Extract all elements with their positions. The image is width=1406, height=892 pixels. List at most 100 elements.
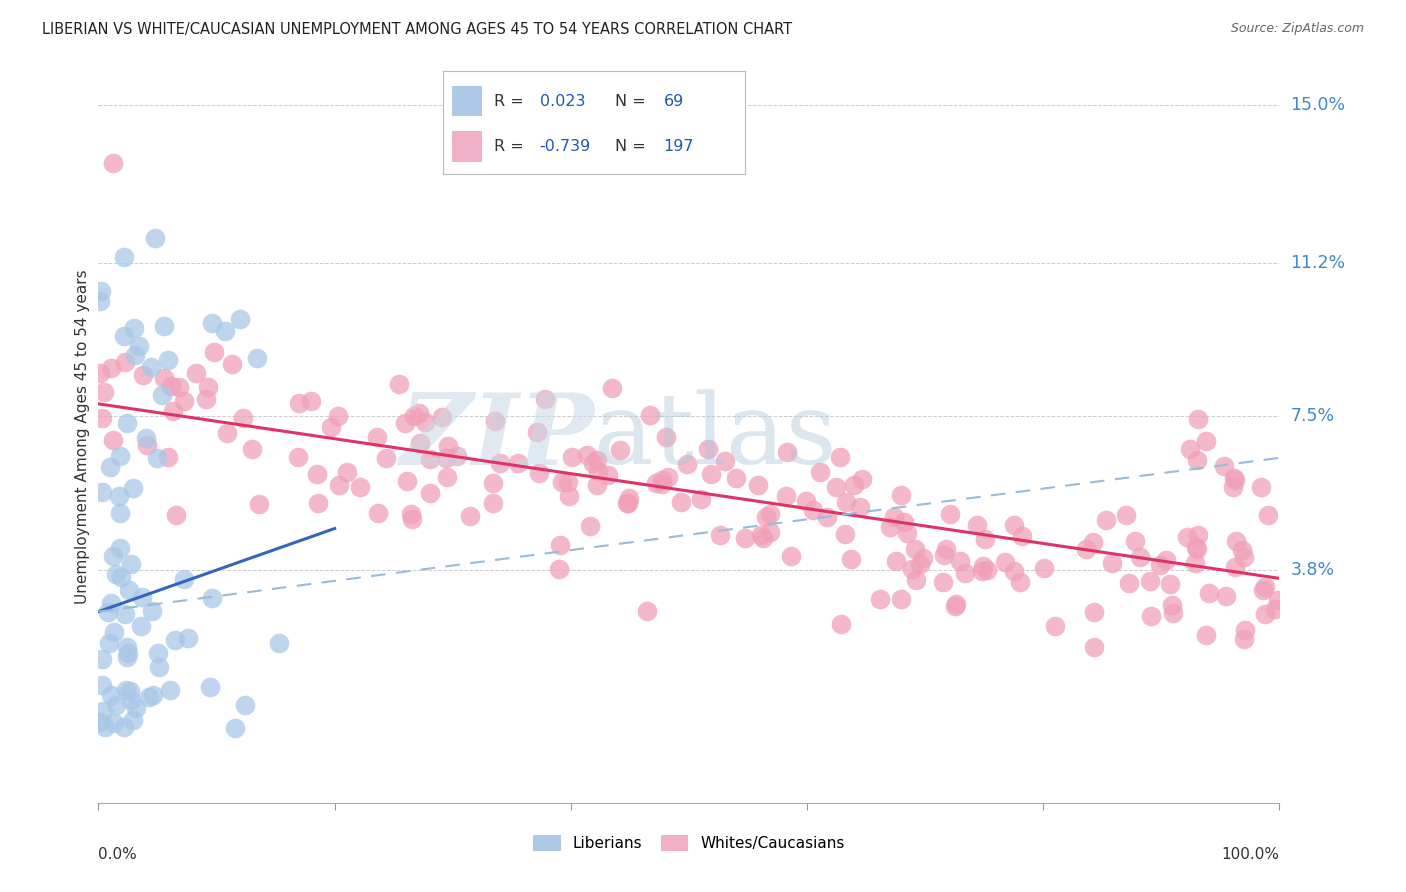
Point bbox=[1123, 534, 1146, 549]
Point bbox=[287, 450, 309, 464]
Point bbox=[484, 414, 506, 428]
Point bbox=[197, 380, 219, 394]
Point bbox=[617, 496, 640, 510]
Point bbox=[143, 231, 166, 245]
Point bbox=[374, 450, 396, 465]
Point bbox=[131, 591, 153, 605]
Point bbox=[972, 564, 994, 578]
Point bbox=[638, 408, 661, 422]
Point bbox=[506, 456, 529, 470]
Legend: Liberians, Whites/Caucasians: Liberians, Whites/Caucasians bbox=[527, 829, 851, 857]
Point bbox=[419, 451, 441, 466]
Point bbox=[815, 509, 838, 524]
Point bbox=[201, 591, 224, 606]
Point bbox=[869, 591, 891, 606]
Point bbox=[184, 367, 207, 381]
Point bbox=[1032, 561, 1054, 575]
Point bbox=[97, 606, 120, 620]
Point bbox=[93, 384, 115, 399]
Point bbox=[709, 528, 731, 542]
Point bbox=[132, 368, 155, 383]
Point bbox=[90, 284, 112, 298]
Point bbox=[558, 489, 581, 503]
Point bbox=[945, 597, 967, 611]
Point bbox=[966, 518, 988, 533]
Point bbox=[1011, 529, 1033, 543]
Point bbox=[600, 381, 623, 395]
Point bbox=[460, 509, 482, 524]
Point bbox=[533, 392, 555, 407]
Point bbox=[408, 406, 430, 420]
Point bbox=[1002, 564, 1025, 578]
Point bbox=[120, 693, 142, 707]
Point bbox=[758, 525, 780, 540]
Point bbox=[110, 569, 132, 583]
Point bbox=[446, 450, 468, 464]
Point bbox=[529, 466, 551, 480]
Point bbox=[419, 485, 441, 500]
Point bbox=[585, 478, 607, 492]
Point bbox=[755, 509, 778, 524]
Point bbox=[1194, 627, 1216, 641]
Point bbox=[141, 604, 163, 618]
Point bbox=[883, 509, 905, 524]
Point bbox=[1267, 592, 1289, 607]
Point bbox=[112, 250, 135, 264]
Point bbox=[1129, 549, 1152, 564]
Point bbox=[551, 475, 574, 489]
Point bbox=[336, 465, 359, 479]
Point bbox=[117, 646, 139, 660]
Point bbox=[112, 329, 135, 343]
Point bbox=[893, 515, 915, 529]
Point bbox=[399, 508, 422, 522]
Point bbox=[91, 652, 114, 666]
Point bbox=[176, 631, 198, 645]
Point bbox=[776, 445, 799, 459]
Point bbox=[904, 541, 927, 556]
Point bbox=[115, 650, 138, 665]
Point bbox=[943, 599, 966, 613]
Point bbox=[1154, 553, 1177, 567]
Point bbox=[976, 563, 998, 577]
Point bbox=[839, 551, 862, 566]
Point bbox=[122, 481, 145, 495]
Point bbox=[834, 526, 856, 541]
Point bbox=[481, 495, 503, 509]
Point bbox=[319, 420, 342, 434]
Point bbox=[1115, 508, 1137, 523]
Point bbox=[824, 480, 846, 494]
Point bbox=[844, 478, 866, 492]
Point bbox=[153, 319, 176, 334]
Point bbox=[247, 497, 270, 511]
Point bbox=[146, 451, 169, 466]
Point bbox=[1233, 632, 1256, 646]
Point bbox=[1185, 540, 1208, 554]
Point bbox=[651, 477, 673, 491]
Point bbox=[699, 467, 721, 482]
Point bbox=[1159, 576, 1181, 591]
Text: 3.8%: 3.8% bbox=[1291, 561, 1334, 579]
Point bbox=[1185, 541, 1208, 556]
Text: atlas: atlas bbox=[595, 389, 837, 485]
Point bbox=[404, 409, 426, 423]
Point bbox=[752, 531, 775, 545]
Point bbox=[657, 469, 679, 483]
Text: 11.2%: 11.2% bbox=[1291, 253, 1346, 271]
Point bbox=[1222, 480, 1244, 494]
Point bbox=[224, 721, 246, 735]
Point bbox=[655, 430, 678, 444]
Point bbox=[651, 473, 673, 487]
Point bbox=[326, 409, 349, 424]
Text: R =: R = bbox=[495, 139, 529, 153]
Point bbox=[1225, 559, 1247, 574]
Point bbox=[1149, 558, 1171, 572]
Point bbox=[849, 500, 872, 514]
Point bbox=[1083, 640, 1105, 655]
Point bbox=[217, 426, 239, 441]
Point bbox=[939, 507, 962, 521]
Point bbox=[609, 442, 631, 457]
Point bbox=[994, 555, 1017, 569]
Point bbox=[547, 562, 569, 576]
Text: 15.0%: 15.0% bbox=[1291, 95, 1346, 113]
Point bbox=[1213, 459, 1236, 474]
